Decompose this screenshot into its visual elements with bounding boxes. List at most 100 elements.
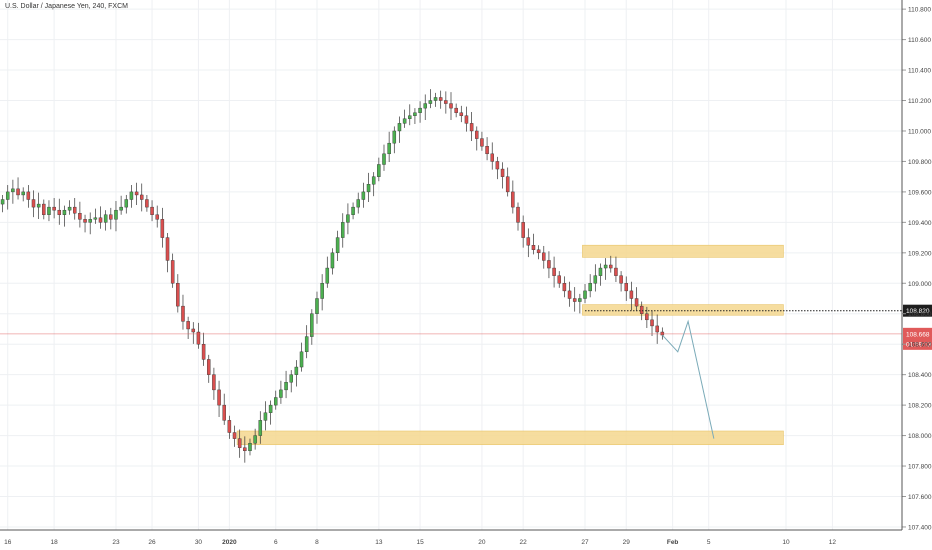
candle-body	[201, 343, 206, 360]
y-tick-label: 109.400	[908, 220, 932, 227]
x-tick-label: 30	[195, 539, 203, 546]
y-tick-label: 110.200	[908, 98, 931, 105]
y-tick-label: 109.600	[908, 189, 932, 196]
candle-body	[5, 191, 10, 200]
y-tick-label: 110.000	[908, 128, 931, 135]
candle-body	[361, 191, 366, 200]
x-tick-label: 27	[581, 539, 589, 546]
candle-body	[315, 298, 319, 314]
candle-body	[139, 194, 144, 200]
candle-body	[408, 115, 412, 119]
candle-body	[418, 107, 422, 113]
candle-body	[392, 130, 397, 144]
projection-path	[661, 319, 715, 439]
candle-body	[289, 374, 293, 383]
candle-body	[165, 237, 170, 261]
candle-body	[134, 191, 139, 196]
candle-body	[557, 275, 561, 284]
candle-body	[356, 199, 360, 208]
candle-body	[253, 435, 257, 444]
line-price-label: 108.820	[906, 308, 930, 315]
candle-body	[304, 336, 309, 353]
candle-body	[160, 219, 165, 238]
candle-body	[511, 191, 515, 208]
candle-body	[36, 203, 41, 208]
candle-body	[232, 432, 237, 439]
y-tick-label: 107.400	[908, 524, 932, 531]
y-tick-label: 109.800	[908, 159, 932, 166]
candle-body	[325, 267, 330, 284]
candle-body	[542, 252, 546, 261]
candle-body	[475, 130, 479, 139]
candle-body	[366, 184, 371, 193]
candle-body	[387, 142, 391, 155]
x-tick-label: 22	[520, 539, 528, 546]
y-tick-label: 109.000	[908, 281, 932, 288]
candle-body	[526, 237, 531, 246]
candle-body	[26, 191, 31, 200]
candle-body	[0, 199, 5, 205]
candle-body	[103, 214, 108, 223]
candle-body	[531, 245, 536, 250]
candle-body	[572, 298, 577, 302]
candle-body	[639, 305, 644, 314]
candle-body	[454, 107, 458, 113]
candle-body	[170, 260, 175, 284]
candle-body	[191, 328, 196, 333]
candle-body	[93, 217, 98, 220]
candle-body	[619, 275, 623, 284]
x-tick-label: Feb	[667, 539, 679, 546]
candle-body	[593, 275, 598, 284]
candle-body	[500, 168, 505, 177]
candle-body	[645, 313, 649, 321]
candle-body	[88, 219, 92, 223]
x-tick-label: 26	[148, 539, 156, 546]
candle-body	[98, 217, 103, 223]
candle-body	[624, 283, 628, 292]
candle-body	[578, 298, 582, 302]
last-price-tag	[903, 327, 932, 350]
candle-body	[330, 252, 335, 269]
candle-body	[299, 351, 304, 368]
y-tick-label: 110.400	[908, 68, 931, 75]
candle-body	[402, 118, 407, 124]
candle-body	[490, 153, 494, 162]
candle-body	[588, 283, 592, 292]
line-price-tag	[903, 304, 932, 317]
candle-body	[480, 138, 484, 147]
candle-body	[609, 264, 613, 269]
x-tick-label: 5	[707, 539, 711, 546]
y-tick-label: 107.800	[908, 464, 932, 471]
candle-body	[351, 206, 355, 215]
y-tick-label: 108.400	[908, 372, 932, 379]
y-tick-label: 110.600	[908, 37, 931, 44]
last-price-label: 108.668	[906, 331, 930, 338]
x-tick-label: 12	[829, 539, 837, 546]
candle-body	[129, 191, 134, 200]
candle-body	[438, 97, 443, 101]
candle-body	[72, 206, 77, 214]
candle-body	[248, 442, 252, 452]
candlesticks	[0, 89, 665, 463]
candle-body	[207, 359, 211, 375]
candle-body	[444, 100, 448, 104]
candle-body	[335, 237, 340, 254]
candle-body	[67, 206, 72, 211]
price-zone	[582, 244, 784, 258]
x-tick-label: 15	[416, 539, 424, 546]
candle-body	[485, 146, 489, 155]
x-tick-label: 29	[623, 539, 631, 546]
candle-body	[217, 389, 221, 406]
candle-body	[397, 123, 402, 132]
candle-body	[42, 203, 46, 215]
y-tick-label: 108.600	[908, 342, 932, 349]
candle-body	[150, 206, 154, 215]
overlays: 108.820 108.668 01:59:03	[0, 304, 932, 439]
candle-body	[423, 103, 427, 109]
candle-body	[583, 290, 587, 299]
candle-body	[31, 199, 36, 208]
candle-body	[505, 176, 510, 193]
candle-body	[176, 283, 180, 307]
